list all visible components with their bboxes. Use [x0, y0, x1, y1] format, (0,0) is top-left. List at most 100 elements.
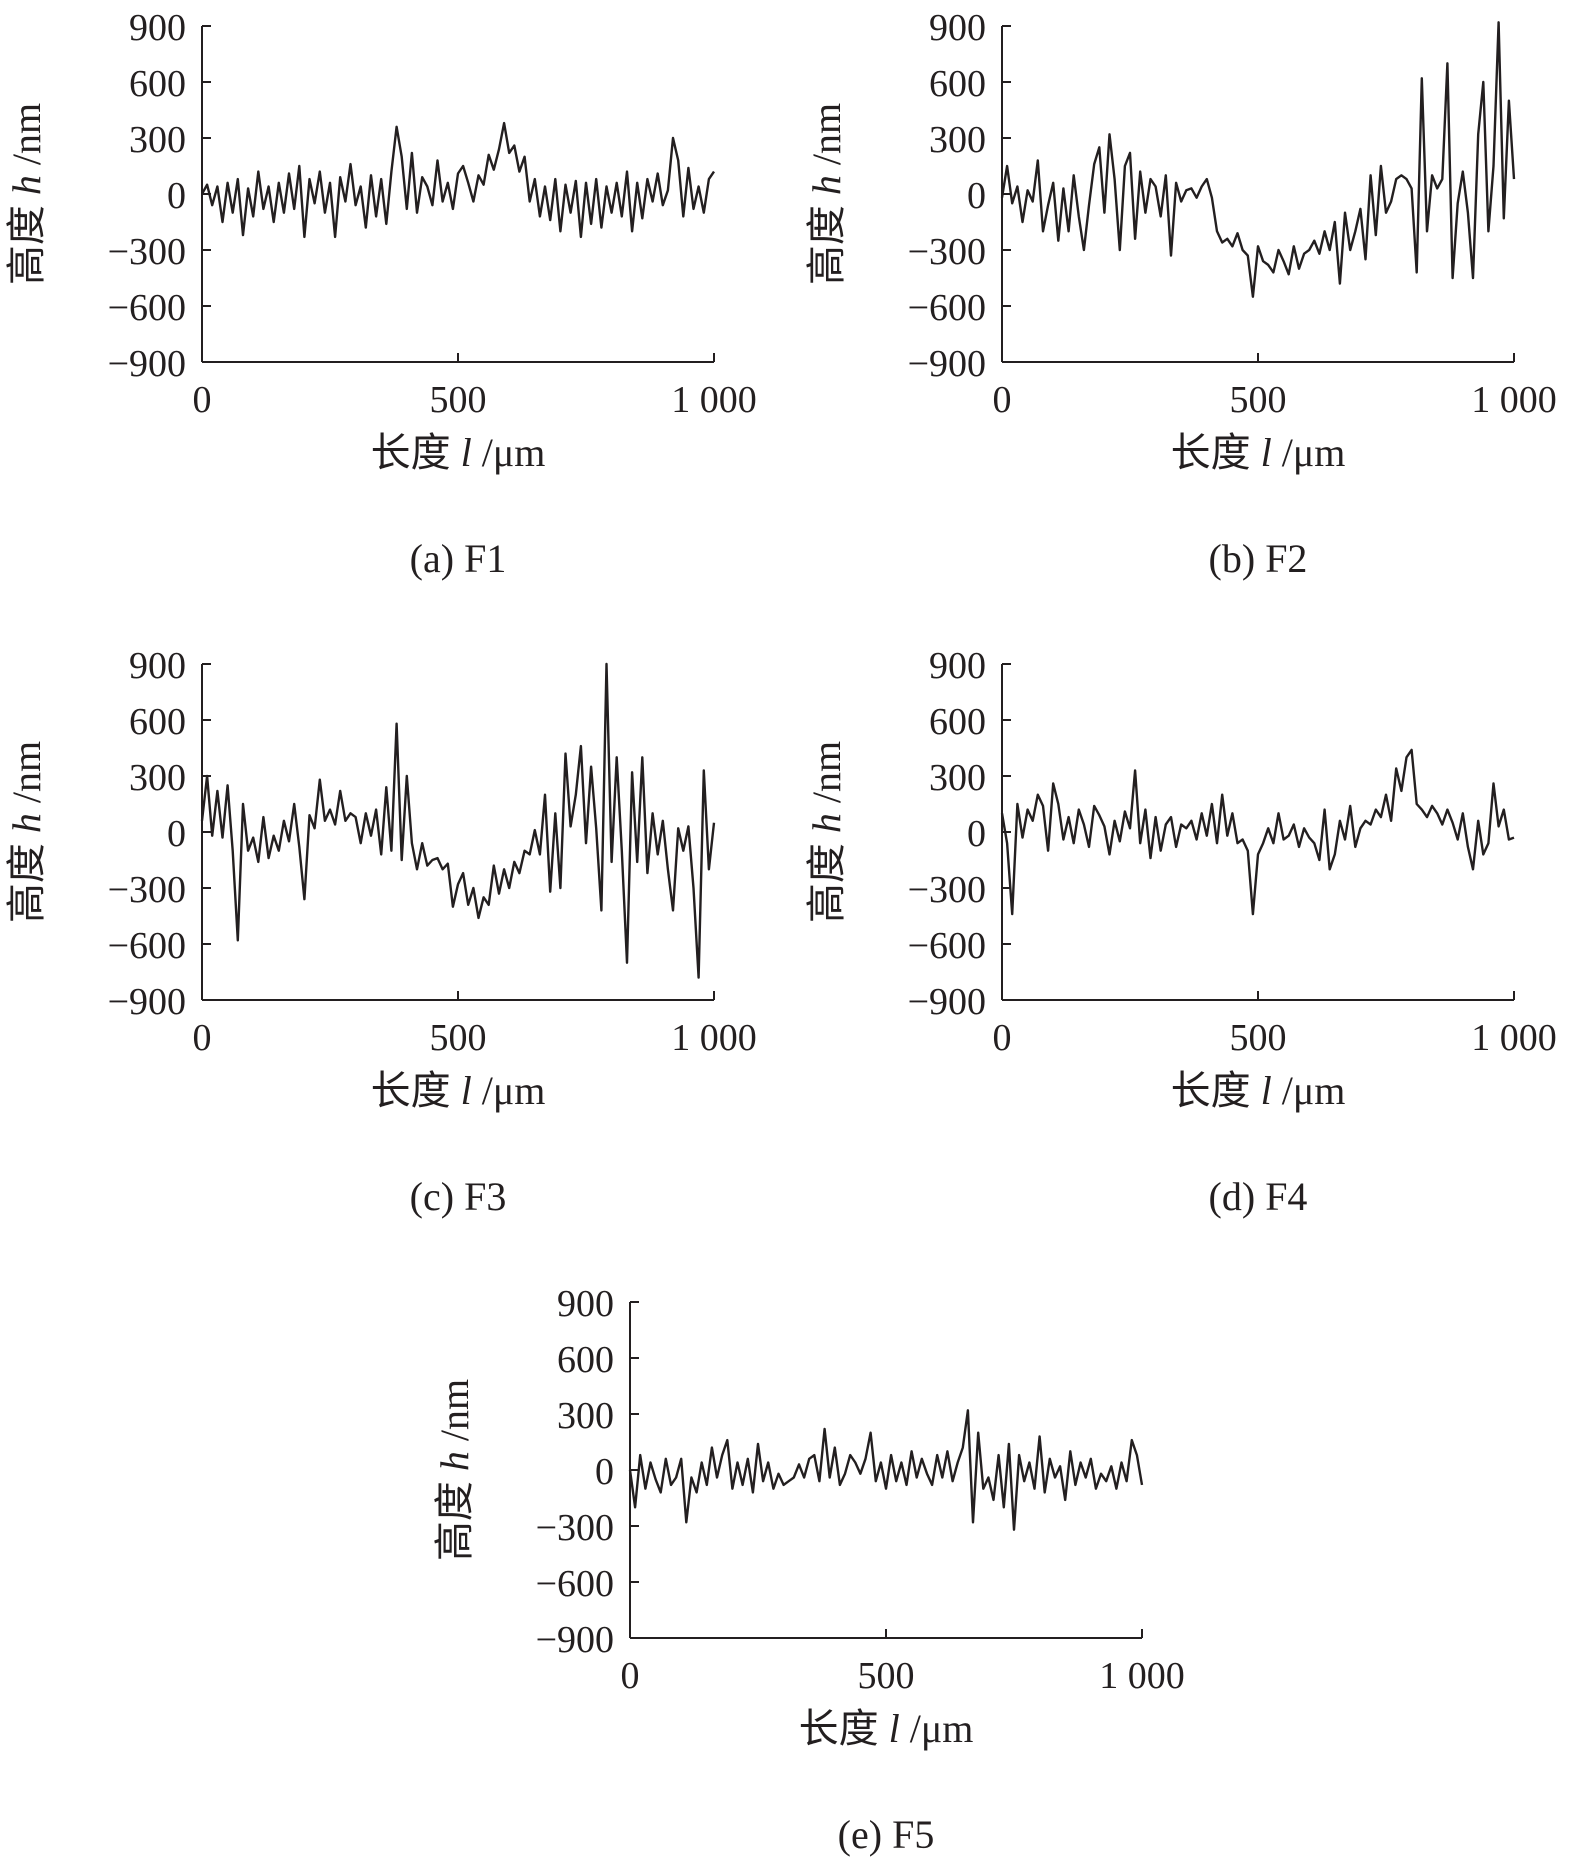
y-axis-label-variable: h [4, 813, 49, 833]
y-tick-label: −900 [108, 343, 186, 385]
series-line [200, 121, 715, 239]
series-line [200, 662, 716, 979]
y-tick-label: 0 [167, 813, 186, 855]
series-line [1000, 748, 1515, 916]
x-axis-label-unit: /μm [900, 1706, 974, 1751]
x-axis-label-variable: l [461, 430, 472, 475]
x-tick-label: 0 [193, 1017, 212, 1059]
y-tick-label: 300 [129, 119, 186, 161]
y-tick-label: −900 [536, 1619, 614, 1661]
x-tick-label: 1 000 [671, 1017, 757, 1059]
y-tick-label: 600 [929, 63, 986, 105]
y-axis-label-text: 高度 [804, 195, 849, 285]
x-axis-label: 长度 l /μm [1171, 1068, 1346, 1113]
x-axis-label-text: 长度 [371, 430, 461, 475]
x-axis-label-text: 长度 [799, 1706, 889, 1751]
y-axis-label-text: 高度 [4, 833, 49, 923]
y-axis-label-text: 高度 [4, 195, 49, 285]
x-axis-label: 长度 l /μm [371, 1068, 546, 1113]
x-tick-label: 500 [1230, 1017, 1287, 1059]
y-axis-label-text: 高度 [432, 1471, 477, 1561]
x-axis-label: 长度 l /μm [1171, 430, 1346, 475]
y-axis-label-unit: /nm [4, 103, 49, 175]
y-tick-label: 0 [967, 175, 986, 217]
panel-caption: (d) F4 [1209, 1174, 1308, 1219]
y-tick-label: 600 [557, 1339, 614, 1381]
y-tick-label: −600 [536, 1563, 614, 1605]
y-tick-label: 900 [929, 645, 986, 687]
y-axis-label-text: 高度 [804, 833, 849, 923]
y-tick-label: 0 [595, 1451, 614, 1493]
y-axis-label: 高度 h /nm [432, 1379, 477, 1561]
y-tick-label: −300 [108, 869, 186, 911]
y-tick-label: 900 [557, 1283, 614, 1325]
y-tick-label: 0 [967, 813, 986, 855]
x-tick-label: 0 [193, 379, 212, 421]
y-tick-label: −300 [108, 231, 186, 273]
x-tick-label: 500 [430, 1017, 487, 1059]
y-tick-label: 600 [129, 701, 186, 743]
y-tick-label: 300 [929, 757, 986, 799]
x-axis-label-variable: l [889, 1706, 900, 1751]
x-axis-label: 长度 l /μm [799, 1706, 974, 1751]
y-axis-label-unit: /nm [4, 741, 49, 813]
y-axis-label: 高度 h /nm [4, 741, 49, 923]
x-tick-label: 0 [993, 1017, 1012, 1059]
y-tick-label: 300 [129, 757, 186, 799]
x-axis-label-text: 长度 [1171, 430, 1261, 475]
x-tick-label: 500 [858, 1655, 915, 1697]
x-axis-label-unit: /μm [1272, 430, 1346, 475]
y-tick-label: 600 [129, 63, 186, 105]
x-axis-label-variable: l [461, 1068, 472, 1113]
x-axis-label-text: 长度 [1171, 1068, 1261, 1113]
x-tick-label: 1 000 [1099, 1655, 1185, 1697]
y-axis-label-variable: h [804, 175, 849, 195]
y-tick-label: −600 [908, 925, 986, 967]
y-tick-label: 0 [167, 175, 186, 217]
y-tick-label: 900 [129, 7, 186, 49]
y-tick-label: −600 [908, 287, 986, 329]
x-tick-label: 500 [430, 379, 487, 421]
panel-caption: (a) F1 [410, 536, 507, 581]
y-axis-label-unit: /nm [804, 103, 849, 175]
chart-panel-a: −900 −600 −300 0 300 600 900 0 500 1 000 长度 l /μm 高… [4, 7, 757, 581]
y-tick-label: −900 [908, 343, 986, 385]
y-axis-label-unit: /nm [432, 1379, 477, 1451]
y-axis-label-variable: h [4, 175, 49, 195]
panel-caption: (b) F2 [1209, 536, 1308, 581]
x-axis-label-text: 长度 [371, 1068, 461, 1113]
panel-caption: (e) F5 [838, 1812, 935, 1857]
chart-panel-d: −900 −600 −300 0 300 600 900 0 500 1 000 长度 l /μm 高… [804, 645, 1557, 1219]
chart-panel-b: −900 −600 −300 0 300 600 900 0 500 1 000 长度 l /μm 高… [804, 7, 1557, 581]
y-tick-label: −300 [908, 231, 986, 273]
y-tick-label: 300 [929, 119, 986, 161]
y-tick-label: 900 [929, 7, 986, 49]
y-axis-label-variable: h [432, 1451, 477, 1471]
y-tick-label: 600 [929, 701, 986, 743]
x-axis-label-unit: /μm [1272, 1068, 1346, 1113]
x-axis-label: 长度 l /μm [371, 430, 546, 475]
y-tick-label: −900 [908, 981, 986, 1023]
y-axis-label-variable: h [804, 813, 849, 833]
x-tick-label: 1 000 [1471, 1017, 1557, 1059]
series-line [628, 1409, 1144, 1531]
y-axis-label: 高度 h /nm [804, 103, 849, 285]
y-tick-label: −600 [108, 287, 186, 329]
series-line [1000, 21, 1516, 298]
x-tick-label: 0 [993, 379, 1012, 421]
chart-panel-e: −900 −600 −300 0 300 600 900 0 500 1 000 长度 l /μm 高… [432, 1283, 1185, 1857]
y-tick-label: −600 [108, 925, 186, 967]
chart-panel-c: −900 −600 −300 0 300 600 900 0 500 1 000 长度 l /μm 高… [4, 645, 757, 1219]
x-axis-label-unit: /μm [472, 1068, 546, 1113]
x-tick-label: 1 000 [671, 379, 757, 421]
y-tick-label: 300 [557, 1395, 614, 1437]
x-tick-label: 1 000 [1471, 379, 1557, 421]
y-axis-label: 高度 h /nm [4, 103, 49, 285]
x-tick-label: 0 [621, 1655, 640, 1697]
y-tick-label: −300 [908, 869, 986, 911]
y-tick-label: 900 [129, 645, 186, 687]
y-axis-label-unit: /nm [804, 741, 849, 813]
x-tick-label: 500 [1230, 379, 1287, 421]
x-axis-label-variable: l [1261, 1068, 1272, 1113]
